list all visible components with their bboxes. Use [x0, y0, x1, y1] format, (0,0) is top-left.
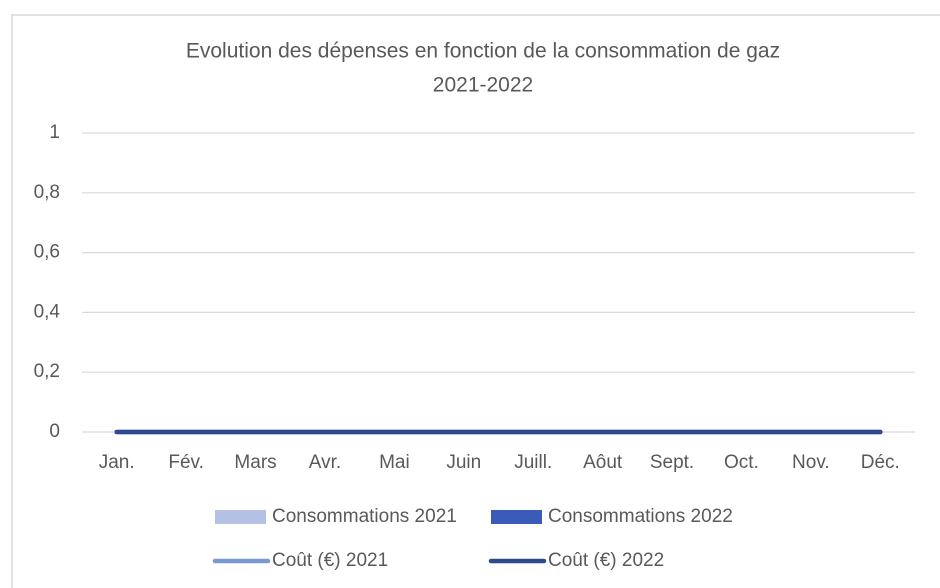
y-tick-label: 0,4: [34, 301, 61, 322]
x-tick-label: Jan.: [99, 452, 135, 473]
x-tick-label: Juin: [446, 452, 481, 473]
x-tick-label: Déc.: [861, 452, 900, 473]
x-tick-label: Nov.: [792, 452, 830, 473]
y-tick-label: 0,6: [34, 242, 60, 263]
legend-label: Consommations 2022: [548, 506, 733, 527]
x-tick-label: Juill.: [514, 452, 552, 473]
x-tick-label: Sept.: [650, 452, 694, 473]
chart-title: Evolution des dépenses en fonction de la…: [186, 40, 780, 63]
legend-label: Consommations 2021: [272, 506, 457, 527]
legend-swatch: [215, 510, 266, 524]
y-tick-label: 0,8: [34, 182, 60, 203]
x-tick-label: Avr.: [309, 452, 341, 473]
chart-subtitle: 2021-2022: [433, 74, 533, 97]
legend-label: Coût (€) 2021: [272, 550, 388, 571]
legend-label: Coût (€) 2022: [548, 550, 664, 571]
x-tick-label: Oct.: [724, 452, 759, 473]
chart-border: [11, 14, 940, 588]
x-tick-label: Aôut: [583, 452, 623, 473]
legend-swatch: [491, 510, 542, 524]
y-tick-label: 0,2: [34, 361, 60, 382]
x-tick-label: Mars: [234, 452, 276, 473]
x-tick-label: Fév.: [168, 452, 204, 473]
x-tick-label: Mai: [379, 452, 410, 473]
y-tick-label: 0: [49, 421, 60, 442]
y-tick-label: 1: [49, 122, 60, 143]
